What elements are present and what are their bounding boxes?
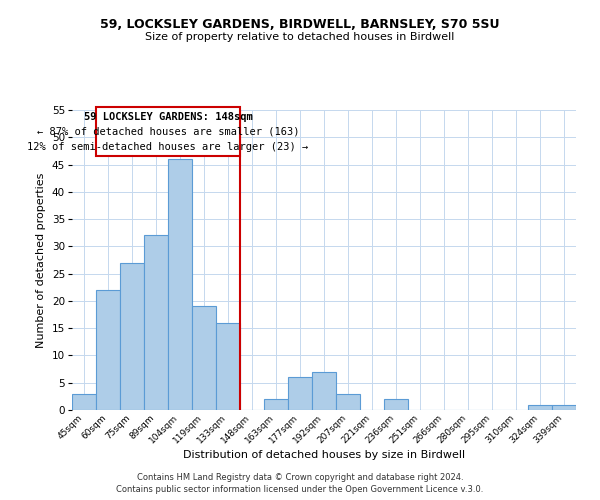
Text: 12% of semi-detached houses are larger (23) →: 12% of semi-detached houses are larger (…: [28, 142, 308, 152]
Bar: [336, 394, 360, 410]
Bar: [120, 262, 144, 410]
Text: Contains HM Land Registry data © Crown copyright and database right 2024.: Contains HM Land Registry data © Crown c…: [137, 472, 463, 482]
Bar: [312, 372, 336, 410]
Bar: [384, 399, 408, 410]
Bar: [264, 399, 288, 410]
Bar: [552, 404, 576, 410]
Y-axis label: Number of detached properties: Number of detached properties: [36, 172, 46, 348]
X-axis label: Distribution of detached houses by size in Birdwell: Distribution of detached houses by size …: [183, 450, 465, 460]
Bar: [96, 290, 120, 410]
Text: 59 LOCKSLEY GARDENS: 148sqm: 59 LOCKSLEY GARDENS: 148sqm: [83, 112, 253, 122]
Bar: [528, 404, 552, 410]
Text: Contains public sector information licensed under the Open Government Licence v.: Contains public sector information licen…: [116, 485, 484, 494]
Text: 59, LOCKSLEY GARDENS, BIRDWELL, BARNSLEY, S70 5SU: 59, LOCKSLEY GARDENS, BIRDWELL, BARNSLEY…: [100, 18, 500, 30]
Bar: [168, 159, 192, 410]
Text: ← 87% of detached houses are smaller (163): ← 87% of detached houses are smaller (16…: [37, 127, 299, 137]
Bar: [288, 378, 312, 410]
Bar: [192, 306, 216, 410]
Bar: [144, 236, 168, 410]
Bar: [72, 394, 96, 410]
FancyBboxPatch shape: [96, 108, 240, 156]
Bar: [216, 322, 240, 410]
Text: Size of property relative to detached houses in Birdwell: Size of property relative to detached ho…: [145, 32, 455, 42]
